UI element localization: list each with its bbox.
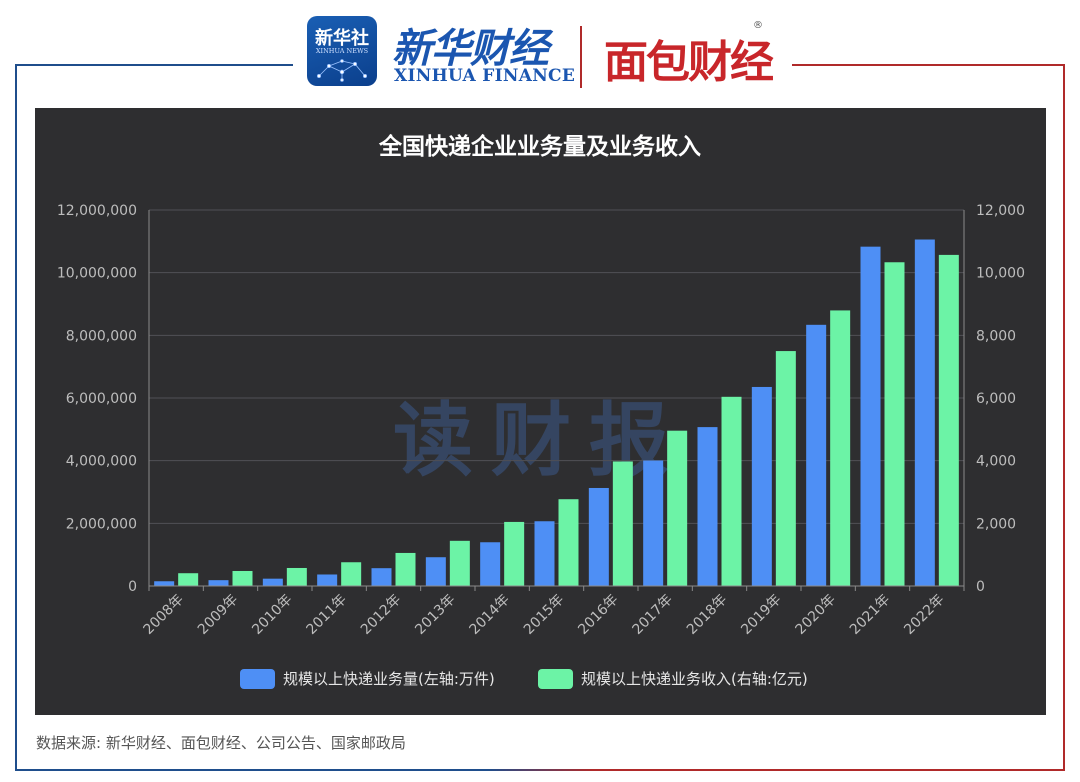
bar-volume-2011年[interactable] <box>317 574 338 586</box>
x-axis-tick-label: 2018年 <box>684 592 730 638</box>
x-axis-tick-label: 2011年 <box>304 592 350 638</box>
x-axis-tick-label: 2016年 <box>575 592 621 638</box>
bar-revenue-2016年[interactable] <box>612 461 633 586</box>
frame-top-right-line <box>792 64 1065 66</box>
bar-revenue-2017年[interactable] <box>667 430 688 586</box>
bar-volume-2012年[interactable] <box>371 568 392 586</box>
x-axis-tick-label: 2013年 <box>412 592 458 638</box>
x-axis-tick-label: 2020年 <box>793 592 839 638</box>
chart: 全国快递企业业务量及业务收入 读财报 0 2,000,000 4,000,000 6,… <box>57 133 1025 689</box>
bar-revenue-2014年[interactable] <box>504 521 525 586</box>
left-axis-tick-label: 0 <box>128 579 137 595</box>
frame-left-line <box>15 64 17 771</box>
right-axis-tick-label: 2,000 <box>976 516 1016 532</box>
legend-label-volume[interactable]: 规模以上快递业务量(左轴:万件) <box>283 670 495 688</box>
bar-revenue-2021年[interactable] <box>884 262 905 586</box>
header-divider <box>580 26 582 88</box>
x-axis-tick-label: 2008年 <box>141 592 187 638</box>
watermark: 读财报 <box>393 394 687 487</box>
bar-revenue-2011年[interactable] <box>341 562 362 586</box>
x-axis-tick-label: 2010年 <box>249 592 295 638</box>
right-axis-tick-label: 0 <box>976 579 985 595</box>
frame-bottom-line <box>15 769 1065 771</box>
bar-volume-2009年[interactable] <box>208 580 229 586</box>
bar-revenue-2010年[interactable] <box>286 567 307 586</box>
bar-volume-2008年[interactable] <box>154 581 175 586</box>
bar-volume-2014年[interactable] <box>480 542 501 586</box>
x-axis-tick-label: 2017年 <box>630 592 676 638</box>
registered-mark: ® <box>753 20 763 31</box>
source-note: 数据来源: 新华财经、面包财经、公司公告、国家邮政局 <box>36 734 406 752</box>
right-axis-tick-label: 4,000 <box>976 454 1016 470</box>
bar-revenue-2018年[interactable] <box>721 396 742 586</box>
right-axis-tick-label: 8,000 <box>976 328 1016 344</box>
bar-revenue-2019年[interactable] <box>775 351 796 586</box>
bar-volume-2019年[interactable] <box>751 386 772 586</box>
chart-title: 全国快递企业业务量及业务收入 <box>378 133 701 160</box>
grid-layer <box>149 209 964 524</box>
bar-revenue-2012年[interactable] <box>395 552 416 586</box>
left-axis-tick-label: 2,000,000 <box>66 516 137 532</box>
xinhua-finance-logo-en: XINHUA FINANCE <box>394 66 576 86</box>
bar-revenue-2015年[interactable] <box>558 499 579 586</box>
x-axis-tick-label: 2012年 <box>358 592 404 638</box>
frame-right-line <box>1063 64 1065 771</box>
legend-swatch-volume[interactable] <box>240 669 275 689</box>
right-axis-tick-label: 10,000 <box>976 266 1025 282</box>
right-axis-tick-label: 12,000 <box>976 203 1025 219</box>
bar-revenue-2020年[interactable] <box>830 310 851 586</box>
left-axis-tick-label: 6,000,000 <box>66 391 137 407</box>
bar-volume-2020年[interactable] <box>806 324 827 586</box>
left-axis-tick-label: 12,000,000 <box>57 203 137 219</box>
xinhua-badge-cn: 新华社 <box>315 28 369 49</box>
frame-top-left-line <box>15 64 293 66</box>
x-axis-tick-label: 2015年 <box>521 592 567 638</box>
legend-swatch-revenue[interactable] <box>538 669 573 689</box>
bar-volume-2016年[interactable] <box>588 487 609 586</box>
x-axis-tick-label: 2014年 <box>467 592 513 638</box>
bar-volume-2013年[interactable] <box>425 557 446 586</box>
bar-volume-2015年[interactable] <box>534 521 555 586</box>
bar-volume-2010年[interactable] <box>262 578 283 586</box>
bar-revenue-2008年[interactable] <box>178 573 199 586</box>
bar-volume-2017年[interactable] <box>643 460 664 586</box>
x-axis-tick-label: 2022年 <box>901 592 947 638</box>
header: 新华社 XINHUA NEWS 新华财经 XINHUA FINANCE 面包财经… <box>0 0 1080 100</box>
left-axis-tick-label: 4,000,000 <box>66 454 137 470</box>
left-axis-tick-label: 10,000,000 <box>57 266 137 282</box>
bar-revenue-2009年[interactable] <box>232 570 253 586</box>
chart-panel: 全国快递企业业务量及业务收入 读财报 0 2,000,000 4,000,000 6,… <box>35 108 1046 715</box>
bar-revenue-2022年[interactable] <box>938 254 959 586</box>
bar-volume-2018年[interactable] <box>697 427 718 586</box>
network-dots-icon <box>317 59 368 82</box>
xinhua-finance-logo-cn: 新华财经 <box>392 25 549 72</box>
xinhua-badge-en: XINHUA NEWS <box>315 47 369 55</box>
left-axis-tick-label: 8,000,000 <box>66 328 137 344</box>
bar-volume-2021年[interactable] <box>860 246 881 586</box>
x-axis-tick-label: 2009年 <box>195 592 241 638</box>
bars-layer <box>154 239 959 587</box>
x-axis-tick-label: 2019年 <box>738 592 784 638</box>
mianbao-finance-logo: 面包财经 <box>604 37 774 88</box>
x-axis-tick-label: 2021年 <box>847 592 893 638</box>
bar-volume-2022年[interactable] <box>914 239 935 587</box>
right-axis-tick-label: 6,000 <box>976 391 1016 407</box>
legend: 规模以上快递业务量(左轴:万件) 规模以上快递业务收入(右轴:亿元) <box>240 669 808 689</box>
bar-revenue-2013年[interactable] <box>449 540 470 586</box>
xinhua-news-logo: 新华社 XINHUA NEWS <box>307 16 377 86</box>
legend-label-revenue[interactable]: 规模以上快递业务收入(右轴:亿元) <box>581 670 808 688</box>
